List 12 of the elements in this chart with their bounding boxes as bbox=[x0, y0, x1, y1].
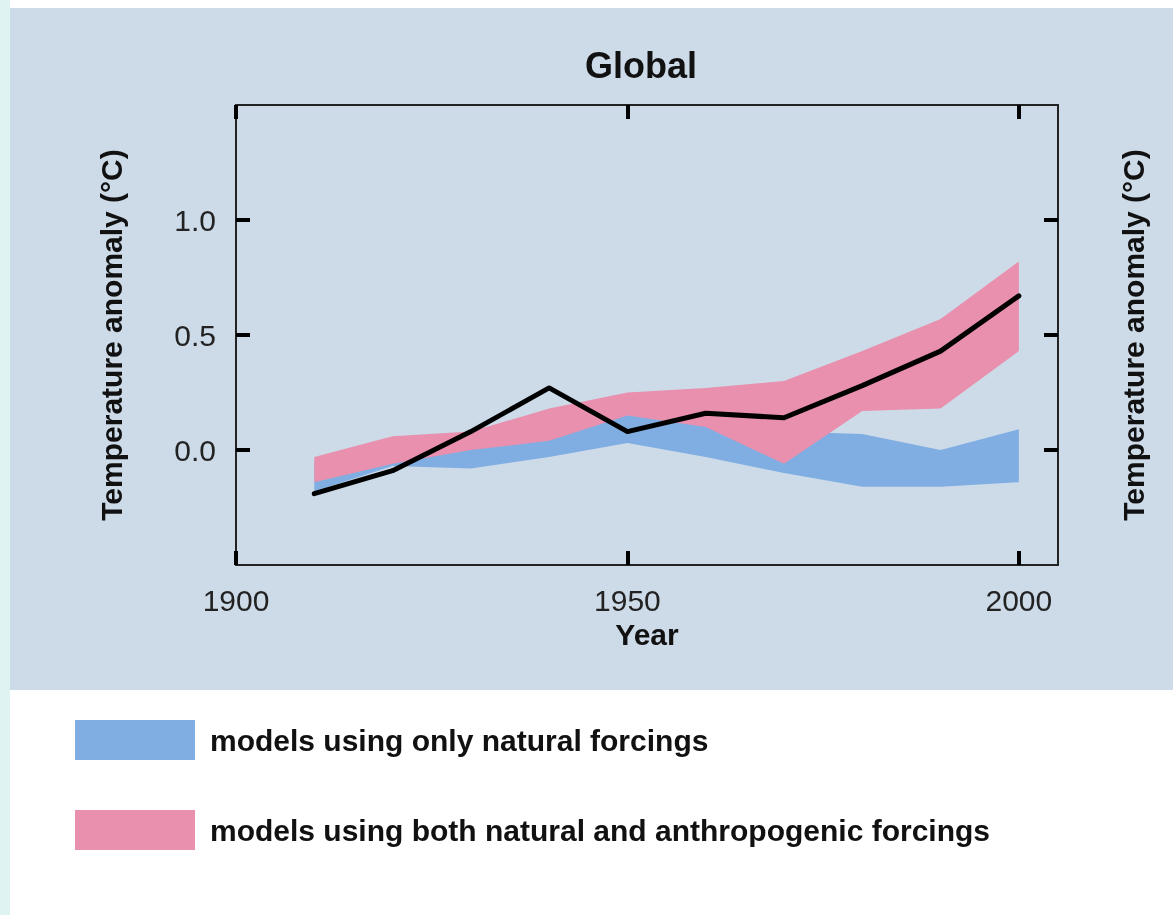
y-tick-label: 0.0 bbox=[174, 433, 216, 467]
legend-label: models using both natural and anthropogenic forcings bbox=[210, 813, 991, 847]
x-tick-label: 1950 bbox=[594, 583, 661, 617]
y-tick-label: 0.5 bbox=[174, 318, 216, 352]
chart-title: Global bbox=[584, 44, 698, 86]
y2-axis-title: Temperature anomaly (°C) bbox=[1116, 149, 1150, 521]
y-tick-label: 1.0 bbox=[174, 203, 216, 237]
legend-label: models using only natural forcings bbox=[210, 723, 709, 757]
y-axis-title: Temperature anomaly (°C) bbox=[94, 149, 128, 521]
x-axis-title: Year bbox=[615, 618, 680, 652]
x-tick-label: 1900 bbox=[202, 583, 270, 617]
x-tick-label: 2000 bbox=[985, 583, 1053, 617]
